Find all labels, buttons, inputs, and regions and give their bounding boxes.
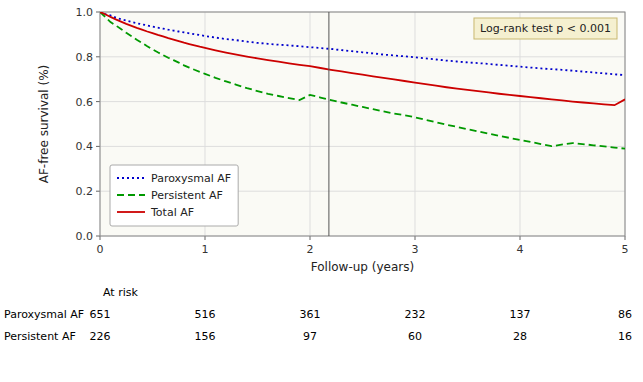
at-risk-count: 16: [618, 330, 632, 343]
grid: [100, 12, 625, 236]
at-risk-count: 97: [303, 330, 317, 343]
at-risk-row-label: Paroxysmal AF: [4, 308, 84, 321]
x-tick-label: 0: [97, 243, 104, 256]
legend-label: Persistent AF: [151, 189, 223, 202]
y-tick: [96, 191, 100, 192]
y-tick-label: 0.4: [76, 140, 94, 153]
annotation-box: [474, 18, 617, 39]
at-risk-count: 60: [408, 330, 422, 343]
median-followup-line: [328, 12, 329, 236]
at-risk-count: 86: [618, 308, 632, 321]
y-tick: [96, 12, 100, 13]
y-tick: [96, 146, 100, 147]
x-tick-label: 5: [622, 243, 629, 256]
y-grid-line: [100, 56, 625, 57]
x-tick: [520, 236, 521, 240]
x-tick: [100, 236, 101, 240]
plot-frame: [100, 12, 625, 236]
at-risk-header: At risk: [103, 286, 138, 299]
chart: 0 1 2 3 4 5 0.0 0.2 0.4 0.6 0.8 1.0 Follow-up (years…: [0, 0, 643, 382]
x-grid-line: [415, 12, 416, 236]
y-tick-label: 0.6: [76, 96, 94, 109]
x-tick: [310, 236, 311, 240]
legend-box: [110, 165, 238, 226]
survival-line: [100, 12, 625, 149]
y-tick-label: 0.2: [76, 185, 94, 198]
at-risk-count: 28: [513, 330, 527, 343]
legend-swatch: [117, 177, 145, 179]
legend-label: Total AF: [150, 206, 194, 219]
x-tick: [625, 236, 626, 240]
at-risk-table: At risk Paroxysmal AF 651 516 361 232 137 86 Per…: [4, 286, 632, 343]
x-tick: [415, 236, 416, 240]
at-risk-count: 651: [90, 308, 111, 321]
at-risk-count: 137: [510, 308, 531, 321]
at-risk-count: 516: [195, 308, 216, 321]
at-risk-count: 361: [300, 308, 321, 321]
x-axis-label: Follow-up (years): [311, 260, 414, 274]
y-tick-label: 0.8: [76, 51, 94, 64]
y-tick-label: 0.0: [76, 230, 94, 243]
at-risk-count: 232: [405, 308, 426, 321]
y-tick: [96, 101, 100, 102]
legend-label: Paroxysmal AF: [151, 172, 231, 185]
legend-swatch: [117, 194, 145, 196]
annotation-text: Log-rank test p < 0.001: [480, 22, 611, 35]
y-grid-line: [100, 101, 625, 102]
y-axis-label: AF-free survival (%): [37, 65, 51, 184]
annotation: Log-rank test p < 0.001: [474, 18, 617, 39]
x-grid-line: [520, 12, 521, 236]
at-risk-count: 156: [195, 330, 216, 343]
at-risk-row-label: Persistent AF: [4, 330, 76, 343]
legend-swatch: [117, 211, 145, 213]
y-tick: [96, 236, 100, 237]
survival-line: [100, 12, 625, 105]
plot-background: [100, 12, 625, 236]
x-tick-label: 2: [307, 243, 314, 256]
x-grid-line: [310, 12, 311, 236]
x-tick: [205, 236, 206, 240]
survival-line: [100, 12, 625, 75]
at-risk-count: 226: [90, 330, 111, 343]
y-tick-label: 1.0: [76, 6, 94, 19]
x-tick-label: 1: [202, 243, 209, 256]
x-tick-label: 3: [412, 243, 419, 256]
legend: Paroxysmal AF Persistent AF Total AF: [110, 165, 238, 226]
y-tick: [96, 56, 100, 57]
x-tick-label: 4: [517, 243, 524, 256]
series-group: [100, 12, 625, 236]
